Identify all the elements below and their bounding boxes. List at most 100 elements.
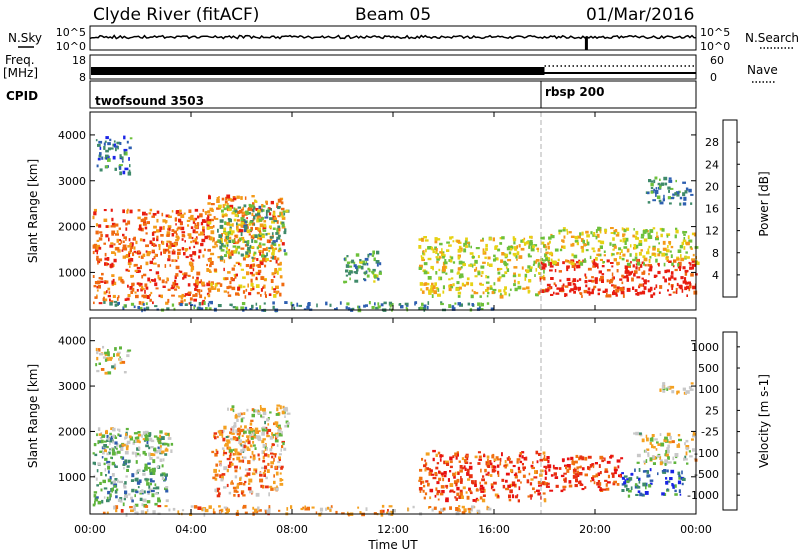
velocity-echo-cell (531, 466, 535, 470)
power-echo-cell (211, 219, 214, 222)
power-echo-cell (632, 234, 635, 238)
power-echo-cell (198, 281, 203, 284)
power-echo-cell (435, 250, 438, 254)
power-echo-cell (106, 290, 108, 294)
velocity-echo-cell (519, 452, 522, 455)
power-echo-cell (274, 271, 277, 275)
power-echo-cell (221, 213, 225, 218)
velocity-echo-cell (487, 473, 490, 477)
power-echo-cell (244, 295, 247, 299)
power-echo-cell (421, 256, 425, 260)
velocity-echo-cell (114, 446, 117, 449)
velocity-echo-cell (130, 496, 133, 500)
power-echo-cell (539, 277, 542, 282)
power-echo-cell (128, 253, 131, 257)
power-echo-cell (212, 245, 216, 249)
power-echo-cell (137, 306, 140, 309)
power-echo-cell (529, 268, 533, 272)
velocity-echo-cell (481, 478, 485, 482)
power-echo-cell (181, 247, 185, 251)
power-echo-cell (158, 277, 161, 281)
velocity-echo-cell (119, 497, 123, 501)
power-echo-cell (588, 293, 591, 296)
power-echo-cell (128, 146, 132, 150)
velocity-echo-cell (152, 487, 157, 490)
power-echo-cell (517, 273, 521, 277)
velocity-echo-cell (673, 461, 677, 464)
velocity-echo-cell (302, 506, 305, 509)
velocity-echo-cell (139, 497, 143, 501)
velocity-echo-cell (111, 456, 113, 460)
power-echo-cell (434, 282, 437, 286)
power-echo-cell (565, 293, 568, 297)
power-echo-cell (240, 253, 244, 257)
velocity-echo-cell (213, 468, 217, 473)
velocity-echo-cell (103, 449, 106, 452)
power-echo-cell (160, 251, 162, 256)
power-echo-cell (101, 156, 104, 160)
velocity-echo-cell (677, 480, 682, 485)
velocity-echo-cell (562, 488, 566, 491)
velocity-echo-cell (167, 437, 172, 440)
power-echo-cell (683, 196, 687, 201)
velocity-echo-cell (604, 470, 609, 473)
velocity-echo-cell (506, 457, 509, 460)
velocity-echo-cell (563, 479, 567, 483)
velocity-echo-cell (443, 471, 447, 475)
power-echo-cell (433, 285, 436, 290)
power-echo-cell (268, 225, 272, 229)
power-echo-cell (113, 300, 118, 303)
power-echo-cell (106, 263, 109, 266)
velocity-echo-cell (657, 472, 659, 476)
velocity-echo-cell (616, 483, 620, 486)
power-echo-cell (240, 220, 243, 223)
velocity-echo-cell (274, 454, 277, 458)
velocity-echo-cell (102, 451, 105, 455)
velocity-echo-cell (562, 485, 567, 488)
power-echo-cell (196, 241, 199, 245)
velocity-echo-cell (523, 457, 528, 461)
velocity-echo-cell (490, 462, 493, 466)
power-echo-cell (135, 240, 138, 245)
power-echo-cell (216, 207, 220, 210)
velocity-echo-cell (547, 482, 550, 485)
power-echo-cell (627, 265, 631, 268)
power-echo-cell (251, 259, 255, 262)
velocity-echo-cell (273, 457, 275, 462)
power-echo-cell (677, 249, 682, 253)
power-echo-cell (641, 277, 644, 280)
power-echo-cell (620, 291, 625, 295)
velocity-echo-cell (393, 509, 396, 513)
power-echo-cell (583, 243, 587, 246)
power-echo-cell (499, 242, 503, 245)
power-echo-cell (349, 277, 351, 281)
velocity-echo-cell (142, 498, 147, 503)
velocity-echo-cell (216, 487, 221, 490)
power-echo-cell (690, 266, 694, 270)
velocity-echo-cell (247, 440, 251, 445)
velocity-echo-cell (157, 505, 162, 508)
power-echo-cell (268, 249, 271, 253)
power-echo-cell (664, 182, 668, 186)
velocity-echo-cell (419, 490, 422, 493)
power-echo-cell (436, 261, 439, 264)
power-echo-cell (281, 216, 286, 220)
power-echo-cell (250, 226, 253, 231)
velocity-echo-cell (460, 476, 462, 480)
power-echo-cell (98, 140, 103, 144)
power-echo-cell (437, 253, 439, 256)
power-echo-cell (527, 253, 531, 257)
velocity-echo-cell (538, 484, 542, 487)
power-echo-cell (103, 242, 106, 245)
power-echo-cell (213, 237, 215, 242)
velocity-echo-cell (105, 474, 107, 477)
velocity-echo-cell (282, 405, 285, 409)
power-echo-cell (116, 238, 120, 243)
velocity-echo-cell (438, 510, 442, 514)
power-echo-cell (664, 278, 667, 283)
velocity-echo-cell (618, 474, 620, 478)
power-echo-cell (185, 255, 189, 259)
power-echo-cell (423, 304, 427, 308)
power-echo-cell (134, 269, 138, 273)
velocity-echo-cell (684, 458, 688, 461)
